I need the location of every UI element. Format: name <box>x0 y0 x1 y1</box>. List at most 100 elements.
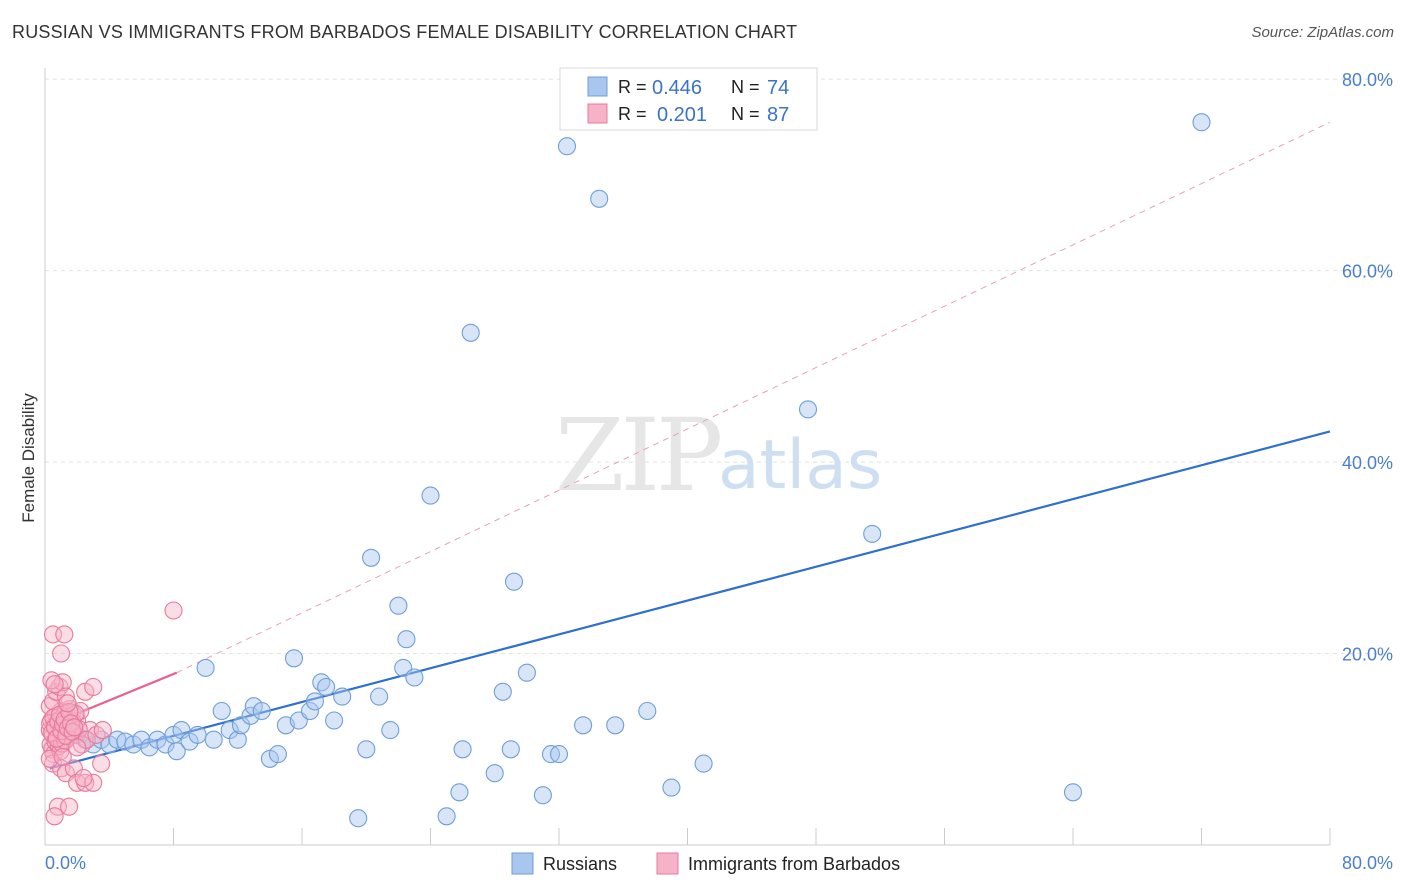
point-barbados-86 <box>58 694 77 713</box>
point-russians-71 <box>1063 783 1083 802</box>
point-russians-28 <box>252 701 271 721</box>
point-barbados-42 <box>52 644 71 663</box>
point-barbados-55 <box>92 754 111 773</box>
point-barbados-79 <box>72 735 91 754</box>
point-russians-30 <box>268 745 287 764</box>
point-russians-59 <box>533 786 552 805</box>
point-russians-24 <box>228 730 247 749</box>
data-points <box>40 113 1211 828</box>
chart-title: RUSSIAN VS IMMIGRANTS FROM BARBADOS FEMA… <box>12 22 798 42</box>
point-barbados-84 <box>53 747 72 766</box>
bottom-legend-label-barbados: Immigrants from Barbados <box>688 854 900 874</box>
y-tick-label-80: 80.0% <box>1342 70 1393 90</box>
point-russians-22 <box>212 701 231 721</box>
point-russians-16 <box>167 742 186 761</box>
point-russians-48 <box>405 668 424 687</box>
point-russians-57 <box>504 572 524 591</box>
legend-n-label-barbados: N = <box>731 104 760 124</box>
point-russians-20 <box>196 658 215 677</box>
point-barbados-45 <box>84 677 103 697</box>
point-barbados-43 <box>164 601 183 620</box>
point-barbados-34 <box>47 682 66 701</box>
point-barbados-37 <box>56 687 75 706</box>
bottom-legend-swatch-russians <box>511 852 534 875</box>
x-tick-label-0: 0.0% <box>45 853 86 873</box>
point-russians-32 <box>284 649 304 668</box>
y-tick-label-60: 60.0% <box>1342 262 1393 282</box>
point-russians-54 <box>485 764 504 783</box>
legend-r-value-barbados: 0.201 <box>657 104 707 126</box>
point-barbados-39 <box>45 675 64 694</box>
stats-legend: R = 0.446 N = 74 R = 0.201 N = 87 <box>559 67 818 131</box>
point-russians-25 <box>231 716 251 735</box>
point-russians-52 <box>461 323 480 342</box>
point-russians-47 <box>397 630 416 649</box>
point-russians-62 <box>557 137 577 156</box>
point-barbados-59 <box>45 807 64 826</box>
legend-r-value-russians: 0.446 <box>652 77 702 99</box>
point-russians-43 <box>370 687 389 706</box>
point-barbados-51 <box>64 759 83 778</box>
gridlines <box>45 78 1392 655</box>
x-tick-label-80: 80.0% <box>1342 853 1393 873</box>
point-russians-67 <box>662 778 681 797</box>
point-barbados-78 <box>65 718 84 737</box>
bottom-legend-swatch-barbados <box>656 852 679 875</box>
point-barbados-41 <box>55 625 74 644</box>
bottom-legend-label-russians: Russians <box>543 854 617 874</box>
point-russians-35 <box>305 692 324 711</box>
point-russians-41 <box>357 740 376 759</box>
point-russians-50 <box>437 807 456 826</box>
legend-r-label-barbados: R = <box>618 104 647 124</box>
point-russians-64 <box>590 189 609 208</box>
point-russians-65 <box>606 716 625 735</box>
tick-labels: 20.0% 40.0% 60.0% 80.0% 0.0% 80.0% <box>45 70 1393 873</box>
point-russians-26 <box>241 706 260 725</box>
point-russians-21 <box>204 730 223 749</box>
point-russians-34 <box>300 701 320 721</box>
point-russians-45 <box>389 596 408 615</box>
trend-extended-barbados <box>176 121 1331 674</box>
point-russians-72 <box>1192 113 1211 132</box>
trend-line-russians <box>49 430 1331 770</box>
legend-n-value-barbados: 87 <box>767 104 789 126</box>
point-russians-51 <box>450 783 469 802</box>
y-axis-label: Female Disability <box>19 393 38 523</box>
watermark-zip: ZIP <box>555 397 720 514</box>
point-barbados-80 <box>77 730 96 749</box>
point-russians-55 <box>493 682 512 701</box>
point-russians-19 <box>188 725 207 744</box>
legend-r-label-russians: R = <box>618 77 647 97</box>
legend-swatch-barbados <box>587 103 608 124</box>
point-barbados-58 <box>60 797 79 816</box>
point-russians-58 <box>517 663 536 682</box>
legend-n-value-russians: 74 <box>767 77 789 99</box>
point-russians-39 <box>333 687 352 706</box>
point-barbados-82 <box>93 721 112 740</box>
point-russians-70 <box>863 524 882 543</box>
point-russians-63 <box>574 716 593 735</box>
series-legend: Russians Immigrants from Barbados <box>511 852 900 875</box>
point-russians-42 <box>362 548 381 567</box>
point-russians-37 <box>317 677 336 697</box>
point-russians-61 <box>549 745 569 764</box>
legend-n-label-russians: N = <box>731 77 760 97</box>
point-russians-53 <box>453 740 472 759</box>
point-russians-69 <box>798 400 818 419</box>
legend-swatch-russians <box>587 76 608 97</box>
point-russians-68 <box>694 754 713 773</box>
point-barbados-54 <box>84 773 103 792</box>
point-russians-44 <box>381 721 400 740</box>
point-russians-40 <box>349 809 368 828</box>
point-russians-38 <box>325 711 344 730</box>
y-tick-label-20: 20.0% <box>1342 645 1393 665</box>
point-russians-56 <box>501 740 520 759</box>
point-russians-66 <box>638 701 657 721</box>
y-tick-label-40: 40.0% <box>1342 453 1393 473</box>
watermark: ZIP atlas <box>555 397 882 514</box>
point-russians-49 <box>421 486 440 505</box>
point-barbados-56 <box>74 768 93 788</box>
watermark-atlas: atlas <box>718 426 882 505</box>
point-barbados-85 <box>68 738 87 757</box>
